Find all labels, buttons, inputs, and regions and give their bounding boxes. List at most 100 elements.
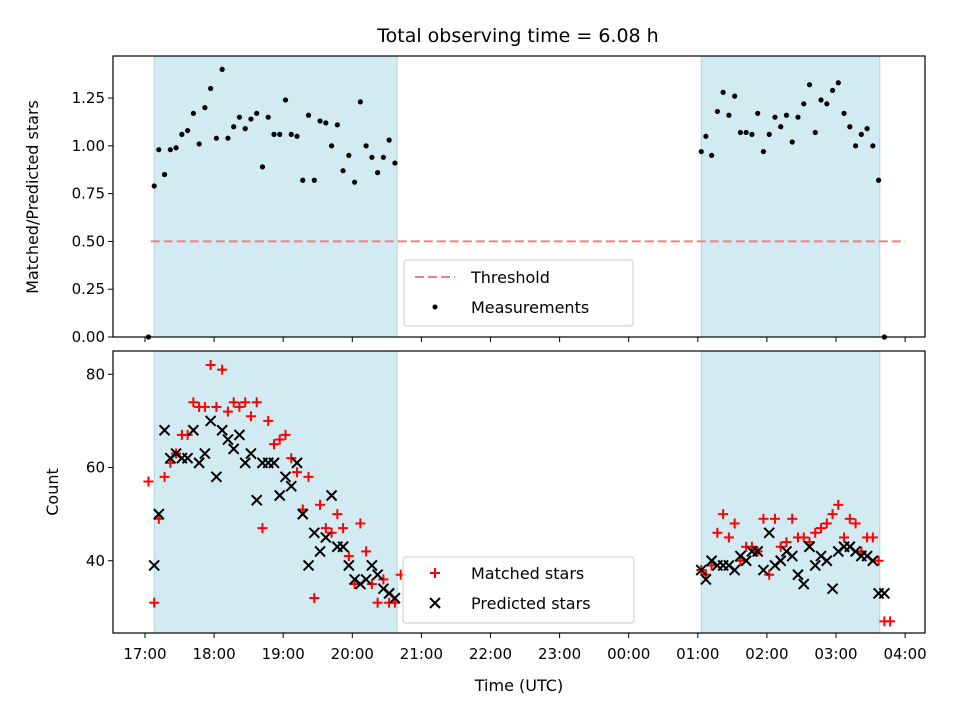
predicted-star-point — [325, 489, 338, 502]
matched-star-point — [781, 537, 792, 548]
measurement-point — [841, 110, 847, 116]
measurement-point — [876, 177, 882, 183]
measurement-point — [801, 101, 807, 107]
matched-star-point — [320, 523, 331, 534]
measurement-point — [858, 131, 864, 137]
matched-star-point — [309, 593, 320, 604]
top-panel: 0.00 0.25 0.50 0.75 1.00 1.25 Matched/Predict… — [23, 55, 926, 346]
measurement-point — [380, 154, 386, 160]
matched-star-point — [372, 597, 383, 608]
matched-star-point — [355, 518, 366, 529]
measurement-point — [847, 124, 853, 130]
x-tick-label: 18:00 — [192, 645, 235, 663]
predicted-star-point — [268, 457, 280, 469]
top-shaded-interval-1 — [700, 55, 881, 338]
measurement-point — [219, 66, 225, 72]
top-y-axis-label: Matched/Predicted stars — [23, 100, 42, 294]
legend-matched-marker — [430, 568, 440, 578]
predicted-star-point — [821, 555, 833, 567]
measurement-point — [213, 135, 220, 141]
predicted-star-point — [371, 569, 384, 581]
matched-star-point — [251, 397, 262, 408]
matched-star-point — [723, 532, 734, 543]
x-tick-label: 17:00 — [123, 645, 166, 663]
top-y-tick-label: 1.00 — [72, 137, 105, 155]
top-legend: Threshold Measurements — [403, 259, 634, 327]
measurement-point — [703, 133, 709, 139]
matched-star-point — [245, 411, 256, 422]
matched-star-point — [758, 513, 769, 524]
measurement-point — [190, 110, 196, 116]
x-tick-label: 20:00 — [331, 645, 374, 663]
measurement-point — [743, 129, 749, 136]
measurement-point — [305, 112, 312, 118]
matched-star-point — [222, 406, 233, 417]
top-legend-box — [403, 259, 634, 327]
measurement-point — [179, 131, 185, 137]
top-plot-frame — [112, 55, 926, 338]
matched-star-point — [205, 359, 216, 370]
matched-star-point — [143, 476, 154, 487]
predicted-star-point — [239, 457, 251, 469]
matched-star-point — [199, 401, 210, 412]
matched-star-point — [366, 579, 377, 590]
predicted-star-point — [343, 559, 355, 572]
legend-predicted-swatch — [429, 597, 441, 609]
x-tick-label: 21:00 — [400, 645, 443, 663]
measurement-point — [236, 114, 243, 120]
measurement-point — [151, 183, 157, 189]
predicted-star-point — [337, 541, 349, 553]
measurement-point — [864, 126, 870, 132]
measurement-point — [340, 168, 346, 174]
top-shaded-interval-0 — [153, 55, 398, 338]
measurement-point — [254, 110, 260, 116]
predicted-star-point — [279, 471, 292, 483]
predicted-star-point — [181, 452, 194, 464]
measurement-point — [392, 160, 398, 166]
matched-star-point — [729, 518, 740, 529]
matched-star-point — [274, 434, 285, 445]
bottom-legend-box — [402, 556, 635, 624]
bottom-panel: 40 60 80 17:00 18:00 19:00 20:00 21:00 22:00 23:… — [43, 350, 927, 695]
matched-star-point — [234, 401, 245, 412]
x-tick-label: 01:00 — [676, 645, 719, 663]
legend-predicted-marker — [429, 597, 441, 609]
matched-star-point — [844, 513, 855, 524]
predicted-star-point — [360, 573, 372, 586]
measurement-point — [732, 93, 738, 99]
matched-star-point — [326, 527, 337, 538]
predicted-star-point — [751, 545, 764, 558]
measurement-point — [369, 154, 375, 160]
measurement-point — [323, 120, 329, 126]
measurement-point — [311, 177, 317, 183]
matched-star-point — [810, 527, 821, 538]
x-tick-label: 03:00 — [814, 645, 857, 663]
measurement-point — [812, 129, 818, 136]
measurement-point — [772, 114, 778, 120]
matched-star-point — [188, 397, 199, 408]
predicted-star-point — [798, 578, 810, 590]
predicted-star-point — [314, 545, 326, 558]
measurement-point — [231, 124, 237, 130]
measurement-point — [156, 147, 162, 153]
top-y-tick-label: 1.25 — [72, 89, 105, 107]
measurement-point — [208, 85, 214, 92]
predicted-star-point — [867, 555, 879, 567]
measurement-point — [783, 112, 790, 118]
matched-star-point — [280, 429, 291, 440]
top-y-tick-label: 0.50 — [72, 232, 105, 250]
legend-threshold-label: Threshold — [470, 268, 550, 287]
matched-star-point — [764, 569, 775, 580]
legend-measurements-swatch — [432, 304, 438, 310]
x-tick-label: 22:00 — [469, 645, 512, 663]
matched-star-point — [268, 439, 279, 450]
legend-measurements-label: Measurements — [471, 298, 589, 317]
chart-title: Total observing time = 6.08 h — [376, 25, 658, 47]
matched-star-point — [343, 551, 354, 562]
bottom-shaded-interval-1 — [700, 350, 881, 634]
predicted-star-point — [757, 564, 770, 576]
predicted-star-point — [222, 433, 234, 446]
x-axis-label: Time (UTC) — [474, 676, 563, 695]
predicted-star-point — [308, 527, 321, 539]
